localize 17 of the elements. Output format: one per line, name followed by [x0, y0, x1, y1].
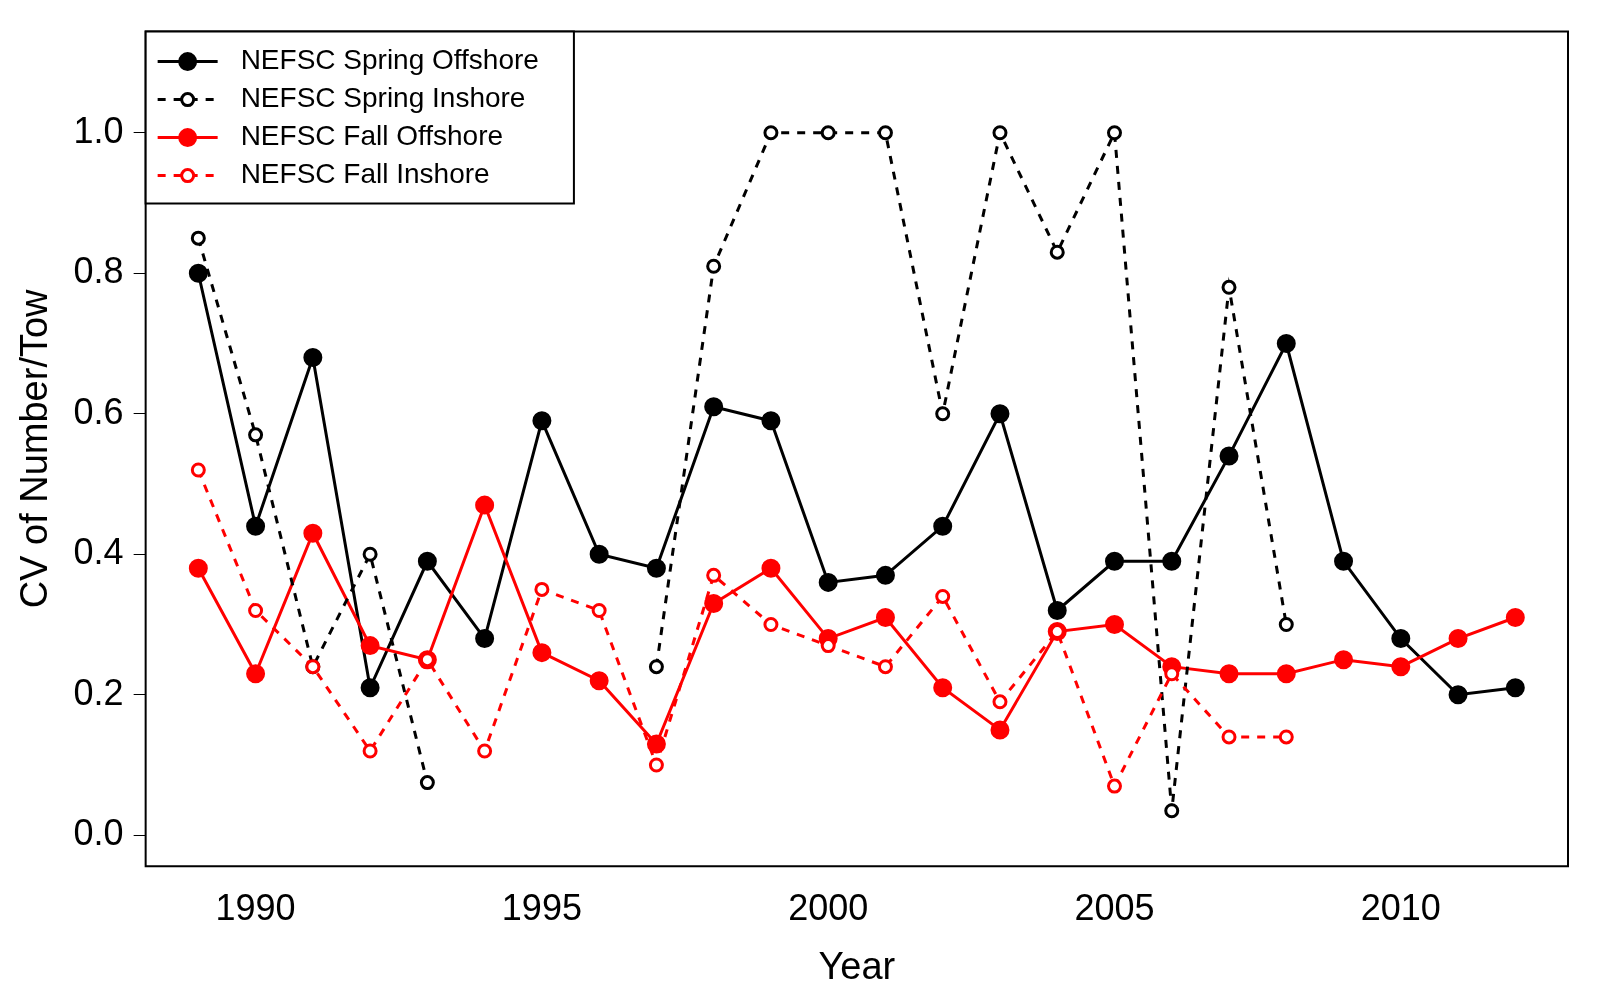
y-tick-label: 0.4: [73, 531, 124, 573]
legend-label: NEFSC Fall Inshore: [240, 158, 490, 190]
x-tick-label: 2005: [1074, 886, 1155, 928]
legend-label: NEFSC Spring Offshore: [240, 44, 539, 76]
y-tick-label: 1.0: [73, 109, 124, 151]
x-tick-label: 2000: [788, 886, 869, 928]
y-tick-label: 0.0: [73, 812, 124, 854]
legend-label: NEFSC Spring Inshore: [240, 82, 526, 114]
legend-label: NEFSC Fall Offshore: [240, 120, 504, 152]
x-tick-label: 1995: [501, 886, 582, 928]
x-axis-title: Year: [818, 944, 896, 987]
y-tick-label: 0.2: [73, 671, 124, 713]
x-tick-label: 1990: [215, 886, 296, 928]
y-tick-label: 0.8: [73, 250, 124, 292]
x-tick-label: 2010: [1360, 886, 1441, 928]
y-axis-title: CV of Number/Tow: [13, 288, 56, 609]
y-tick-label: 0.6: [73, 390, 124, 432]
